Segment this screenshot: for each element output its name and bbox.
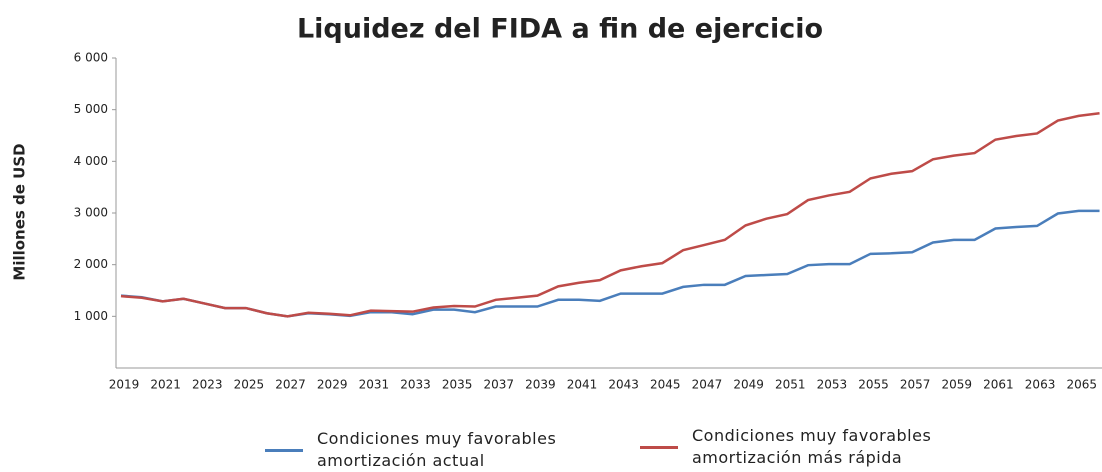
y-tick-label: 1 000 (74, 309, 108, 323)
x-tick-label: 2061 (983, 378, 1014, 392)
legend-label: Condiciones muy favorables amortización … (317, 429, 557, 470)
x-tick-label: 2053 (817, 378, 848, 392)
data-line (120, 112, 1100, 318)
y-tick-label: 3 000 (74, 206, 108, 220)
x-tick-label: 2057 (900, 378, 931, 392)
legend-label: Condiciones muy favorables amortización … (692, 426, 932, 467)
chart: Liquidez del FIDA a fin de ejercicio Mil… (11, 14, 1102, 392)
x-tick-label: 2045 (650, 378, 681, 392)
x-tick-label: 2029 (317, 378, 348, 392)
x-tick-label: 2027 (275, 378, 306, 392)
x-tick-label: 2033 (400, 378, 431, 392)
x-tick-label: 2025 (234, 378, 265, 392)
legend-swatch (265, 448, 303, 452)
data-line (120, 209, 1100, 318)
x-tick-label: 2023 (192, 378, 223, 392)
x-tick-label: 2047 (692, 378, 723, 392)
x-tick-label: 2039 (525, 378, 556, 392)
x-tick-label: 2043 (608, 378, 639, 392)
x-tick-label: 2059 (942, 378, 973, 392)
y-tick-label: 6 000 (74, 51, 108, 65)
x-tick-label: 2051 (775, 378, 806, 392)
legend-item: Condiciones muy favorables amortización … (265, 428, 617, 472)
x-tick-label: 2065 (1066, 378, 1097, 392)
x-tick-label: 2041 (567, 378, 598, 392)
legend-swatch (640, 445, 678, 449)
x-tick-label: 2037 (483, 378, 514, 392)
x-tick-label: 2035 (442, 378, 473, 392)
y-axis-title: Millones de USD (11, 143, 29, 280)
legend-item: Condiciones muy favorables amortización … (640, 425, 992, 469)
x-tick-label: 2019 (109, 378, 140, 392)
y-tick-label: 4 000 (74, 154, 108, 168)
chart-title: Liquidez del FIDA a fin de ejercicio (297, 14, 823, 45)
x-tick-label: 2063 (1025, 378, 1056, 392)
x-tick-label: 2049 (733, 378, 764, 392)
x-tick-label: 2055 (858, 378, 889, 392)
x-tick-label: 2031 (359, 378, 390, 392)
y-tick-label: 5 000 (74, 102, 108, 116)
y-tick-label: 2 000 (74, 257, 108, 271)
x-tick-label: 2021 (150, 378, 181, 392)
